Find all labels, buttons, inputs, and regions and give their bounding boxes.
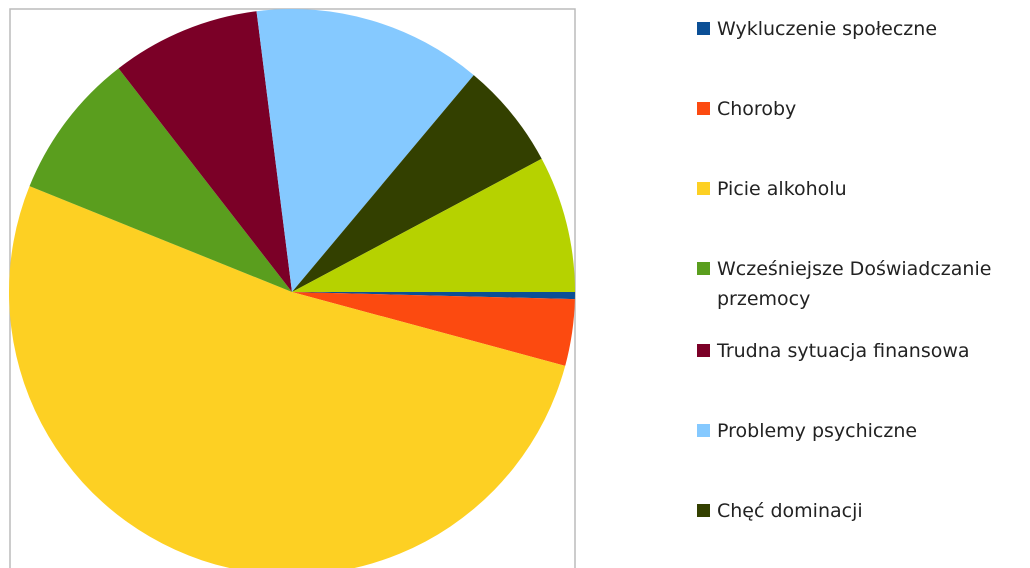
pie-slice — [292, 292, 575, 366]
legend-entry: Problemy psychiczne — [697, 416, 1027, 446]
legend-entry: Trudna sytuacja finansowa — [697, 336, 1027, 366]
legend-label: Chęć dominacji — [717, 500, 863, 522]
pie-slice — [256, 9, 474, 293]
legend-swatch — [697, 102, 710, 115]
legend-label: Problemy psychiczne — [717, 420, 918, 442]
legend-swatch — [697, 262, 710, 275]
legend-label: Wykluczenie społeczne — [717, 18, 938, 40]
pie-slice — [292, 75, 542, 292]
legend-entry: Wykluczenie społeczne — [697, 14, 1027, 44]
legend-swatch — [697, 182, 710, 195]
legend-swatch — [697, 424, 710, 437]
legend-label: Wcześniejsze Doświadczanie przemocy — [717, 258, 992, 310]
pie-slice — [29, 68, 293, 292]
legend-label: Picie alkoholu — [717, 178, 847, 200]
pie-slice — [292, 158, 575, 292]
legend-entry: Chęć dominacji — [697, 496, 1027, 526]
pie-slice — [9, 186, 566, 568]
legend-entry: Choroby — [697, 94, 1027, 124]
legend-entry: Picie alkoholu — [697, 174, 1027, 204]
legend-label: Trudna sytuacja finansowa — [717, 340, 970, 362]
legend-label: Choroby — [717, 98, 797, 120]
pie-slice — [118, 11, 292, 293]
legend-swatch — [697, 344, 710, 357]
legend-entry: Wcześniejsze Doświadczanie przemocy — [697, 254, 1027, 314]
legend-swatch — [697, 504, 710, 517]
pie-slice — [292, 292, 575, 300]
legend-swatch — [697, 22, 710, 35]
